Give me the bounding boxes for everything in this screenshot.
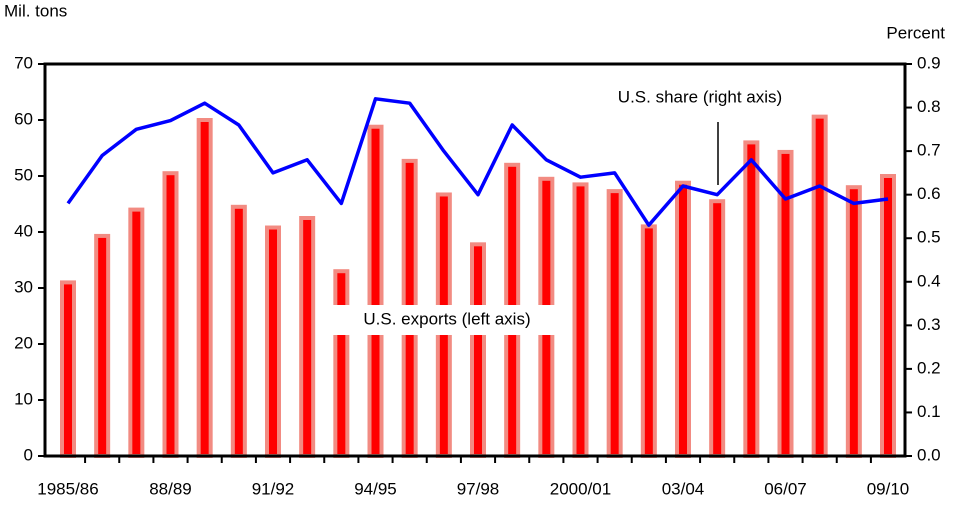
- bar: [880, 174, 896, 458]
- y2-tick-label: 0.4: [917, 271, 941, 290]
- x-tick-label: 09/10: [867, 479, 910, 498]
- bar: [128, 207, 145, 458]
- y-tick-label: 60: [14, 109, 33, 128]
- bar: [265, 225, 281, 458]
- y-tick-label: 10: [14, 389, 33, 408]
- y2-tick-label: 0.0: [917, 445, 941, 464]
- y-tick-label: 70: [14, 53, 33, 72]
- bar: [743, 140, 760, 458]
- series-label: U.S. exports (left axis): [363, 309, 530, 328]
- series-label: U.S. share (right axis): [618, 87, 782, 106]
- plot-frame: [43, 62, 907, 458]
- y-tick-label: 40: [14, 221, 33, 240]
- y-tick-label: 20: [14, 333, 33, 352]
- bar: [675, 180, 691, 458]
- x-tick-label: 03/04: [662, 479, 705, 498]
- x-tick-label: 91/92: [252, 479, 295, 498]
- bar: [367, 124, 384, 458]
- y2-tick-label: 0.5: [917, 228, 941, 247]
- x-tick-label: 94/95: [354, 479, 397, 498]
- x-tick-label: 97/98: [457, 479, 500, 498]
- x-tick-label: 06/07: [764, 479, 807, 498]
- y-tick-label: 50: [14, 165, 33, 184]
- y2-tick-label: 0.7: [917, 141, 941, 160]
- bar: [60, 280, 76, 458]
- bar: [709, 199, 726, 458]
- y-axis-label: Mil. tons: [4, 1, 67, 20]
- y2-tick-label: 0.2: [917, 358, 941, 377]
- exports-label-box: [330, 305, 565, 335]
- bar: [230, 204, 247, 458]
- y2-tick-label: 0.6: [917, 184, 941, 203]
- bar: [299, 216, 316, 458]
- bar: [811, 114, 828, 458]
- bar: [572, 182, 589, 458]
- y-tick-label: 0: [24, 445, 33, 464]
- bar: [333, 269, 350, 459]
- bar: [845, 185, 862, 458]
- bar: [606, 189, 623, 458]
- y2-tick-label: 0.9: [917, 53, 941, 72]
- y2-tick-label: 0.1: [917, 402, 941, 421]
- bar: [640, 224, 657, 458]
- bar: [94, 233, 111, 458]
- bar: [162, 171, 179, 458]
- y2-axis-label: Percent: [886, 23, 945, 42]
- y-tick-label: 30: [14, 277, 33, 296]
- bar: [196, 118, 213, 458]
- x-tick-label: 88/89: [149, 479, 192, 498]
- y2-tick-label: 0.8: [917, 97, 941, 116]
- share-line: [66, 97, 889, 227]
- x-tick-label: 1985/86: [37, 479, 98, 498]
- y2-tick-label: 0.3: [917, 315, 941, 334]
- bar: [470, 242, 486, 458]
- x-tick-label: 2000/01: [550, 479, 611, 498]
